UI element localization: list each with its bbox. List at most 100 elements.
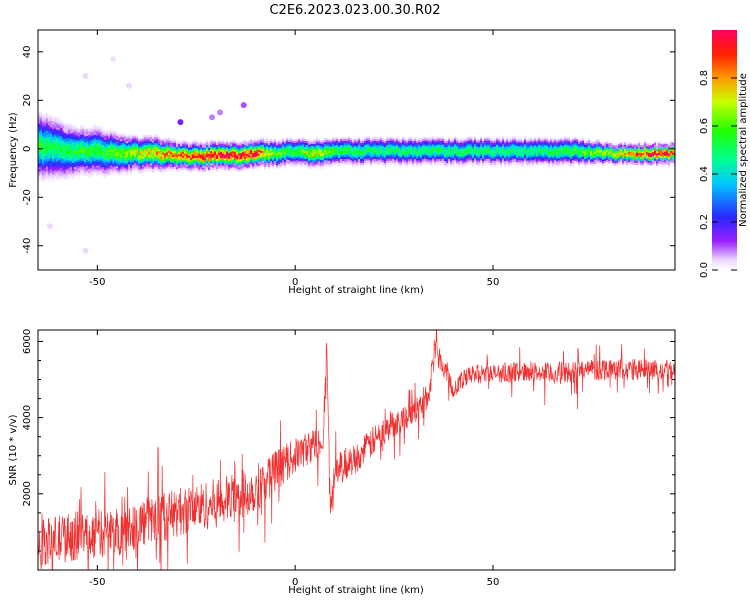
heatmap-cell — [358, 158, 361, 162]
heatmap-cell — [412, 164, 415, 167]
heatmap-cell — [46, 175, 49, 178]
heatmap-cell — [628, 158, 631, 161]
heatmap-cell — [416, 156, 419, 159]
heatmap-cell — [92, 163, 95, 166]
heatmap-cell — [608, 157, 611, 160]
heatmap-cell — [152, 138, 155, 142]
heatmap-cell — [436, 144, 439, 148]
heatmap-cell — [184, 141, 187, 144]
heatmap-cell — [584, 153, 587, 156]
heatmap-cell — [230, 158, 233, 161]
heatmap-cell — [58, 120, 61, 123]
heatmap-cell — [658, 147, 661, 150]
heatmap-cell — [392, 140, 395, 144]
heatmap-cell — [324, 142, 327, 145]
heatmap-cell — [664, 151, 667, 155]
heatmap-cell — [598, 158, 601, 161]
heatmap-cell — [68, 142, 71, 145]
heatmap-cell — [548, 149, 551, 152]
heatmap-cell — [572, 149, 575, 153]
heatmap-cell — [312, 148, 315, 151]
heatmap-cell — [104, 147, 107, 151]
heatmap-cell — [226, 145, 229, 148]
heatmap-cell — [134, 148, 137, 151]
heatmap-cell — [54, 162, 57, 165]
heatmap-cell — [102, 128, 105, 132]
heatmap-cell — [662, 146, 665, 149]
heatmap-cell — [666, 146, 669, 149]
heatmap-cell — [42, 164, 45, 167]
heatmap-cell — [64, 173, 67, 176]
heatmap-cell — [344, 153, 347, 156]
heatmap-cell — [330, 144, 333, 148]
heatmap-cell — [310, 142, 313, 145]
heatmap-cell — [598, 138, 601, 141]
heatmap-cell — [216, 163, 219, 166]
heatmap-cell — [448, 157, 451, 160]
heatmap-cell — [338, 160, 341, 163]
heatmap-cell — [328, 154, 331, 158]
heatmap-cell — [150, 141, 153, 144]
heatmap-cell — [78, 132, 81, 135]
heatmap-cell — [524, 160, 527, 163]
heatmap-cell — [206, 155, 209, 158]
heatmap-cell — [44, 113, 47, 117]
heatmap-cell — [124, 138, 127, 141]
heatmap-cell — [530, 157, 533, 160]
heatmap-cell — [68, 128, 71, 131]
heatmap-cell — [230, 140, 233, 143]
heatmap-cell — [284, 141, 287, 145]
heatmap-cell — [266, 159, 269, 162]
heatmap-cell — [40, 143, 43, 146]
heatmap-cell — [654, 154, 657, 158]
heatmap-cell — [200, 168, 203, 172]
heatmap-cell — [532, 160, 535, 163]
heatmap-cell — [94, 162, 97, 166]
heatmap-cell — [174, 146, 177, 150]
heatmap-cell — [428, 137, 431, 140]
heatmap-cell — [518, 146, 521, 149]
heatmap-cell — [424, 138, 427, 141]
heatmap-cell — [258, 149, 261, 153]
heatmap-cell — [526, 160, 529, 164]
heatmap-cell — [200, 156, 203, 160]
heatmap-cell — [104, 131, 107, 135]
heatmap-cell — [148, 159, 151, 162]
heatmap-cell — [76, 139, 79, 143]
heatmap-cell — [238, 143, 241, 146]
heatmap-cell — [394, 153, 397, 157]
heatmap-cell — [220, 155, 223, 159]
heatmap-cell — [80, 134, 83, 138]
heatmap-cell — [560, 157, 563, 160]
heatmap-cell — [562, 156, 565, 159]
heatmap-cell — [490, 146, 493, 149]
heatmap-cell — [50, 151, 53, 154]
heatmap-cell — [426, 152, 429, 156]
heatmap-cell — [550, 137, 553, 140]
heatmap-cell — [642, 153, 645, 156]
heatmap-cell — [122, 138, 125, 142]
heatmap-cell — [40, 165, 43, 168]
heatmap-cell — [284, 155, 287, 159]
heatmap-cell — [512, 162, 515, 165]
heatmap-cell — [274, 146, 277, 150]
heatmap-cell — [464, 140, 467, 143]
heatmap-cell — [54, 164, 57, 167]
heatmap-cell — [258, 153, 261, 157]
heatmap-cell — [186, 160, 189, 163]
heatmap-cell — [480, 146, 483, 149]
heatmap-cell — [456, 146, 459, 149]
heatmap-cell — [146, 169, 149, 172]
heatmap-cell — [84, 156, 87, 159]
heatmap-cell — [70, 123, 73, 126]
heatmap-cell — [146, 135, 149, 138]
heatmap-cell — [406, 158, 409, 162]
heatmap-cell — [180, 146, 183, 149]
heatmap-cell — [262, 162, 265, 166]
heatmap-cell — [168, 162, 171, 166]
heatmap-cell — [208, 153, 211, 157]
heatmap-cell — [546, 137, 549, 140]
heatmap-cell — [426, 154, 429, 158]
heatmap-cell — [236, 147, 239, 150]
heatmap-cell — [72, 154, 75, 158]
